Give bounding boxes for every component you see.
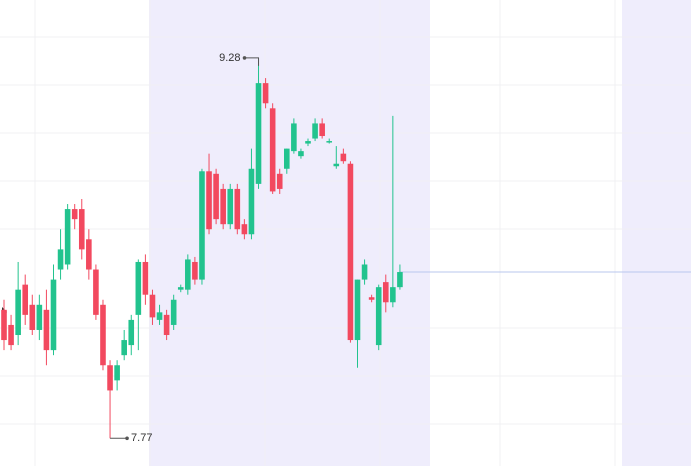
candle-body <box>156 312 163 320</box>
candle-body <box>234 188 241 230</box>
candle-body <box>305 141 311 144</box>
candle-body <box>121 340 127 356</box>
price-marker-label: 7.77 <box>131 432 152 444</box>
candle-body <box>185 259 191 290</box>
candle-body <box>93 269 99 315</box>
candle-body <box>312 123 318 139</box>
candle-body <box>375 287 382 346</box>
candle-body <box>15 289 21 336</box>
candle-body <box>220 188 226 225</box>
candle-body <box>135 261 142 315</box>
candle-body <box>382 282 389 303</box>
candle-body <box>319 123 325 137</box>
candle-body <box>262 83 269 104</box>
candle-body <box>71 209 78 220</box>
candle-body <box>354 279 361 341</box>
candle-body <box>114 365 120 381</box>
candle-body <box>248 168 255 235</box>
session-shade <box>149 0 430 466</box>
candle-body <box>291 123 297 152</box>
candle-body <box>170 299 177 325</box>
candle-body <box>361 264 368 280</box>
candle-body <box>227 188 234 225</box>
candle-body <box>241 224 248 235</box>
candle-body <box>107 365 113 391</box>
candle-body <box>36 304 43 330</box>
price-marker-line <box>244 57 260 66</box>
price-marker-dot <box>242 56 247 60</box>
candle-body <box>163 314 170 336</box>
candle-body <box>284 148 290 169</box>
candle-body <box>29 304 36 330</box>
price-marker-label: 9.28 <box>219 52 240 64</box>
candle-body <box>8 324 14 346</box>
candle-body <box>128 319 135 346</box>
candle-body <box>255 83 262 184</box>
candle-body <box>269 108 276 192</box>
candle-body <box>149 294 156 318</box>
candle-body <box>43 309 50 351</box>
candle-body <box>206 171 212 230</box>
candle-body <box>333 163 340 167</box>
candle-body <box>298 151 304 157</box>
candle-body <box>347 163 354 341</box>
session-shade <box>622 0 691 466</box>
price-marker-dot <box>125 436 129 441</box>
candle-body <box>199 171 205 280</box>
candle-body <box>340 153 347 162</box>
candle-body <box>368 297 375 300</box>
candle-body <box>64 209 71 265</box>
candle-body <box>142 261 149 295</box>
candle-body <box>57 249 64 270</box>
candle-body <box>390 287 396 303</box>
candle-body <box>192 261 198 280</box>
candle-body <box>100 304 106 366</box>
candle-body <box>326 141 333 143</box>
candle-body <box>50 279 57 351</box>
candle-body <box>276 173 283 189</box>
candle-body <box>213 173 219 220</box>
candle-body <box>86 239 92 270</box>
candle-body <box>78 209 85 250</box>
candle-body <box>397 272 403 288</box>
candle-body <box>1 309 7 341</box>
candle-body <box>22 284 29 315</box>
candle-body <box>177 287 184 290</box>
